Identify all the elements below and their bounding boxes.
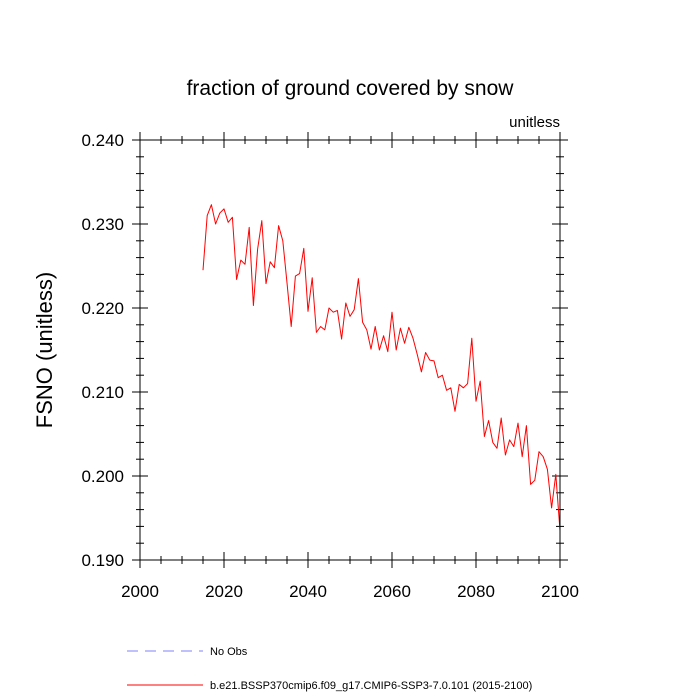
y-tick-label: 0.190 [81,551,124,570]
x-tick-label: 2020 [205,582,243,601]
x-tick-label: 2100 [541,582,579,601]
legend-label: No Obs [210,646,248,658]
y-tick-labels: 0.190 0.200 0.210 0.220 0.230 0.240 [81,131,124,570]
legend-label: b.e21.BSSP370cmip6.f09_g17.CMIP6-SSP3-7.… [210,680,532,692]
y-tick-label: 0.230 [81,215,124,234]
x-tick-label: 2040 [289,582,327,601]
series-line [202,204,561,531]
series-lines [202,204,561,531]
legend: No Obs b.e21.BSSP370cmip6.f09_g17.CMIP6-S… [127,646,532,692]
plot-frame [139,139,561,561]
chart-title: fraction of ground covered by snow [187,77,515,100]
x-tick-label: 2060 [373,582,411,601]
minor-ticks [136,136,564,564]
y-tick-label: 0.240 [81,131,124,150]
y-tick-label: 0.200 [81,467,124,486]
x-tick-label: 2080 [457,582,495,601]
x-tick-labels: 2000 2020 2040 2060 2080 2100 [121,582,579,601]
y-tick-label: 0.210 [81,383,124,402]
y-axis-label: FSNO (unitless) [32,272,57,428]
units-label: unitless [509,114,560,131]
y-tick-label: 0.220 [81,299,124,318]
x-tick-label: 2000 [121,582,159,601]
